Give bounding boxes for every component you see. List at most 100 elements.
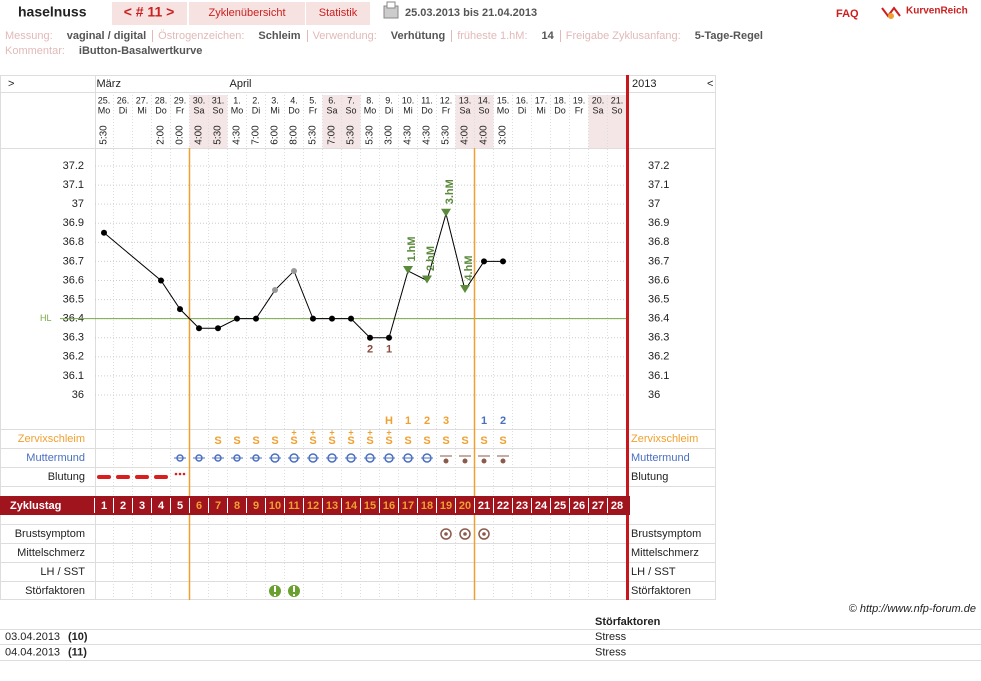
measure-time: 6:00 (270, 125, 281, 145)
weekday: Sa (592, 105, 603, 115)
mucus-mark: S (404, 435, 411, 447)
measure-time: 5:30 (308, 125, 319, 145)
cycle-day: 18 (421, 500, 433, 512)
y-tick-label: 36.6 (63, 274, 84, 286)
measure-time: 4:30 (232, 125, 243, 145)
temperature-point (291, 267, 297, 274)
info-label: Östrogenzeichen: (158, 30, 245, 42)
date: 25. (98, 95, 111, 105)
measure-time: 4:00 (194, 125, 205, 145)
mucus-mark: S (214, 435, 221, 447)
weekday: Mo (364, 105, 377, 115)
info-value: vaginal / digital (66, 30, 147, 42)
weekday: Sa (459, 105, 470, 115)
bleeding-icon (154, 475, 168, 479)
weekend-shade (322, 95, 342, 148)
row-label: Brustsymptom (15, 528, 85, 540)
info-label: Verwendung: (312, 30, 377, 42)
row-label: LH / SST (40, 566, 85, 578)
weekday: Mo (497, 105, 510, 115)
weekend-shade (189, 95, 209, 148)
y-tick-label: 36.8 (63, 236, 84, 248)
date: 28. (155, 95, 168, 105)
cycle-day: 6 (196, 500, 202, 512)
print-icon[interactable] (383, 1, 399, 19)
row-label-right: Störfaktoren (631, 585, 691, 597)
date: 27. (136, 95, 149, 105)
cycle-day: 28 (611, 500, 623, 512)
date: 10. (402, 95, 415, 105)
faq-link[interactable]: FAQ (836, 8, 859, 20)
weekday: Fr (309, 105, 318, 115)
bleeding-icon (97, 475, 111, 479)
tab-bg[interactable] (189, 2, 305, 25)
chart-frame (0, 75, 716, 600)
weekday: Sa (193, 105, 204, 115)
y-tick-label-right: 36.3 (648, 332, 669, 344)
measure-time: 4:30 (422, 125, 433, 145)
measure-time: 8:00 (289, 125, 300, 145)
measure-time: 3:00 (498, 125, 509, 145)
date: 29. (174, 95, 187, 105)
row-label: Zervixschleim (18, 433, 85, 445)
date: 7. (347, 95, 355, 105)
mucus-mark: S (328, 435, 335, 447)
mucus-mark: S (499, 435, 506, 447)
disturb-icon-mark (293, 594, 295, 596)
date: 30. (193, 95, 206, 105)
cycle-day: 4 (158, 500, 165, 512)
y-tick-label: 36.7 (63, 255, 84, 267)
nav-next[interactable]: < (707, 78, 713, 90)
mucus-plus: + (348, 427, 353, 437)
temperature-point (158, 277, 164, 284)
temperature-point (348, 315, 354, 322)
disturb-icon-mark (274, 594, 276, 596)
mucus-mark: S (480, 435, 487, 447)
weekday: Sa (326, 105, 337, 115)
tab-bg[interactable] (306, 2, 370, 25)
weekend-shade (607, 95, 627, 148)
date: 26. (117, 95, 130, 105)
cover-line-label: HL (40, 313, 52, 323)
y-tick-label-right: 37.1 (648, 179, 669, 191)
breast-icon (478, 528, 490, 540)
temperature-point (367, 334, 373, 341)
cycle-day: 8 (234, 500, 240, 512)
temperature-point (101, 229, 107, 236)
mucus-plus: + (386, 427, 391, 437)
spotting-icon (178, 472, 182, 476)
breast-icon (459, 528, 471, 540)
mucus-peak-count: 3 (443, 415, 449, 427)
tab[interactable]: Zyklenübersicht (208, 7, 285, 19)
cervix-peak-count: 1 (481, 415, 487, 427)
y-tick-label: 36.3 (63, 332, 84, 344)
cycle-nav[interactable]: < # 11 > (124, 4, 175, 20)
year: 2013 (632, 78, 656, 90)
date: 14. (478, 95, 491, 105)
separator (152, 30, 154, 42)
weekday: Di (385, 105, 394, 115)
cervix-icon (481, 458, 487, 464)
cycle-day: 27 (592, 500, 604, 512)
temperature-point (441, 208, 451, 217)
nav-prev[interactable]: > (8, 78, 14, 90)
cycle-nav-bg[interactable] (112, 2, 187, 25)
weekday: So (212, 105, 223, 115)
cycle-day: 1 (101, 500, 107, 512)
weekday: Mo (98, 105, 111, 115)
tab[interactable]: Statistik (319, 7, 358, 19)
y-tick-label: 36.2 (63, 351, 84, 363)
logo[interactable]: KurvenReich (906, 6, 968, 17)
temperature-point (460, 285, 470, 294)
copyright: © http://www.nfp-forum.de (849, 603, 976, 615)
measure-time: 4:00 (460, 125, 471, 145)
weekend-shade (455, 95, 475, 148)
mucus-plus: + (367, 427, 372, 437)
disturb-icon-mark (274, 586, 276, 592)
temperature-point (422, 275, 432, 284)
user-name: haselnuss (18, 4, 87, 20)
measure-time: 5:30 (346, 125, 357, 145)
row-label-right: Blutung (631, 471, 668, 483)
mucus-peak-count: H (385, 415, 393, 427)
mucus-mark: S (252, 435, 259, 447)
